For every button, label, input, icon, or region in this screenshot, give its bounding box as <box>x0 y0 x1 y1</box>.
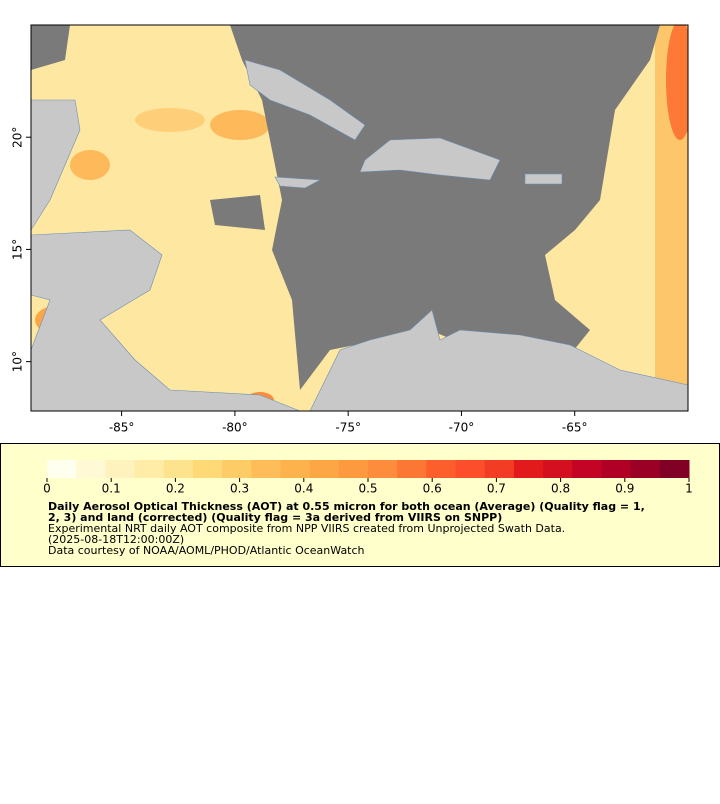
colorbar-tick-label: 0.4 <box>294 482 313 496</box>
colorbar-segment <box>572 460 602 478</box>
x-tick-label: -80° <box>222 421 248 435</box>
land <box>244 59 366 141</box>
colorbar-tick-label: 0.3 <box>230 482 249 496</box>
colorbar-segment <box>76 460 106 478</box>
colorbar-tick-label: 0.5 <box>358 482 377 496</box>
colorbar-segment <box>659 460 690 478</box>
land <box>309 309 688 411</box>
caption-line: Experimental NRT daily AOT composite fro… <box>48 522 565 535</box>
colorbar-tick-label: 0.8 <box>551 482 570 496</box>
caption-line: (2025-08-18T12:00:00Z) <box>48 533 184 546</box>
colorbar-segment <box>280 460 311 478</box>
aerosol-patch <box>666 25 688 140</box>
caption-line: Data courtesy of NOAA/AOML/PHOD/Atlantic… <box>48 544 365 557</box>
colorbar-segment <box>513 460 544 478</box>
colorbar-segment <box>134 460 165 478</box>
legend-panel: 0 0.1 0.2 0.3 0.4 0.5 0.6 0.7 0.8 0.9 1 <box>0 443 720 567</box>
map: -85° -80° -75° -70° -65° 10° 15° 20° <box>11 24 689 435</box>
y-tick-label: 15° <box>11 239 25 260</box>
colorbar-segment <box>251 460 281 478</box>
colorbar-segment <box>338 460 369 478</box>
clear-ocean <box>31 25 70 70</box>
x-tick-label: -65° <box>562 421 588 435</box>
colorbar-tick-label: 0.1 <box>102 482 121 496</box>
colorbar-segment <box>601 460 632 478</box>
colorbar-tick-label: 1 <box>685 482 693 496</box>
y-tick-label: 20° <box>11 127 25 148</box>
clear-ocean <box>210 195 265 230</box>
colorbar-tick-label: 0 <box>43 482 51 496</box>
colorbar-tick-label: 0.7 <box>487 482 506 496</box>
land <box>31 229 301 411</box>
colorbar-segment <box>192 460 223 478</box>
colorbar-segment <box>543 460 573 478</box>
colorbar-segment <box>163 460 194 478</box>
x-tick-label: -85° <box>109 421 135 435</box>
colorbar-segment <box>484 460 515 478</box>
colorbar-tick-label: 0.9 <box>615 482 634 496</box>
x-tick-label: -70° <box>449 421 475 435</box>
colorbar-segment <box>426 460 457 478</box>
y-tick-label: 10° <box>11 351 25 372</box>
colorbar-tick-label: 0.2 <box>166 482 185 496</box>
caption: Daily Aerosol Optical Thickness (AOT) at… <box>48 500 645 557</box>
colorbar-segment <box>222 460 252 478</box>
aerosol-patch <box>210 110 270 140</box>
land <box>359 137 501 181</box>
aerosol-patch <box>70 150 110 180</box>
colorbar-segment <box>397 460 427 478</box>
colorbar-segment <box>309 460 340 478</box>
aerosol-patch <box>135 108 205 132</box>
caption-title: 2, 3) and land (corrected) (Quality flag… <box>48 511 502 524</box>
colorbar-segment <box>630 460 661 478</box>
colorbar-segment <box>368 460 398 478</box>
caption-title: Daily Aerosol Optical Thickness (AOT) at… <box>48 500 645 513</box>
colorbar-segment <box>47 460 77 478</box>
x-tick-label: -75° <box>335 421 361 435</box>
land <box>274 176 322 189</box>
map-frame <box>30 24 689 412</box>
colorbar-segment <box>105 460 136 478</box>
land <box>31 99 81 231</box>
colorbar-tick-label: 0.6 <box>423 482 442 496</box>
land <box>524 173 563 185</box>
colorbar-segment <box>455 460 486 478</box>
